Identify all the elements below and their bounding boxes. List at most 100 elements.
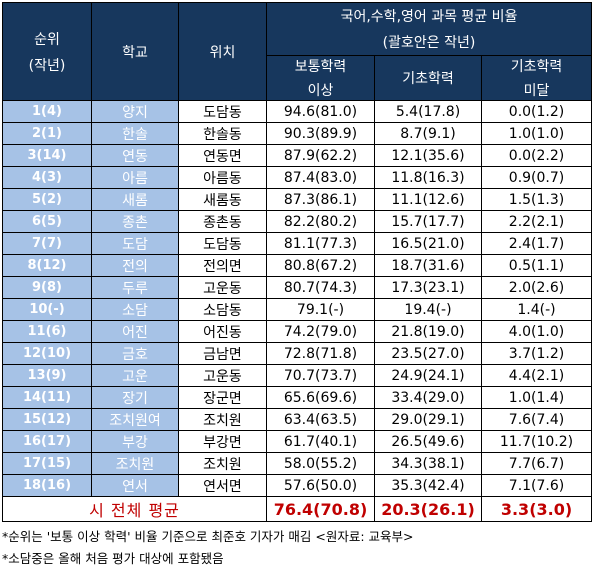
average-label: 시 전체 평균: [2, 496, 267, 522]
rank-cell: 16(17): [2, 430, 92, 453]
average-normal: 76.4(70.8): [266, 496, 375, 522]
school-cell: 연서: [91, 474, 179, 497]
rank-cell: 5(2): [2, 188, 92, 211]
table-row: 6(5) 종촌 종촌동 82.2(80.2) 15.7(17.7) 2.2(2.1): [2, 210, 593, 233]
location-header: 위치: [178, 2, 267, 101]
subject-group-subheader: (괄호안은 작년): [265, 29, 593, 56]
footnotes: *순위는 '보통 이상 학력' 비율 기준으로 최준호 기자가 매김 <원자료:…: [2, 526, 591, 570]
rank-cell: 13(9): [2, 364, 92, 387]
school-cell: 어진: [91, 320, 179, 343]
normal-level-cell: 87.4(83.0): [266, 166, 375, 189]
rank-header: 순위 (작년): [2, 2, 92, 101]
below-basic-cell: 4.4(2.1): [480, 364, 593, 387]
basic-level-cell: 23.5(27.0): [374, 342, 482, 365]
subject-group-header: 국어,수학,영어 과목 평균 비율: [265, 2, 593, 29]
below-basic-cell: 7.1(7.6): [480, 474, 593, 497]
below-basic-cell: 7.7(6.7): [480, 452, 593, 475]
table-row: 10(-) 소담 소담동 79.1(-) 19.4(-) 1.4(-): [2, 298, 593, 321]
rank-cell: 12(10): [2, 342, 92, 365]
rank-cell: 3(14): [2, 144, 92, 167]
table-row: 9(8) 두루 고운동 80.7(74.3) 17.3(23.1) 2.0(2.6): [2, 276, 593, 299]
below-basic-cell: 4.0(1.0): [480, 320, 593, 343]
school-cell: 장기: [91, 386, 179, 409]
school-cell: 조치원: [91, 452, 179, 475]
normal-level-header: 보통학력 이상: [266, 55, 375, 101]
school-cell: 전의: [91, 254, 179, 277]
table-row: 3(14) 연동 연동면 87.9(62.2) 12.1(35.6) 0.0(2.2): [2, 144, 593, 167]
school-cell: 조치원여: [91, 408, 179, 431]
location-cell: 어진동: [178, 320, 267, 343]
school-cell: 종촌: [91, 210, 179, 233]
normal-level-label: 보통학력: [294, 59, 347, 75]
normal-level-cell: 65.6(69.6): [266, 386, 375, 409]
below-basic-cell: 1.4(-): [480, 298, 593, 321]
normal-level-cell: 79.1(-): [266, 298, 375, 321]
rank-cell: 10(-): [2, 298, 92, 321]
table-row: 7(7) 도담 도담동 81.1(77.3) 16.5(21.0) 2.4(1.7): [2, 232, 593, 255]
rank-cell: 8(12): [2, 254, 92, 277]
normal-level-cell: 63.4(63.5): [266, 408, 375, 431]
average-row: 시 전체 평균 76.4(70.8) 20.3(26.1) 3.3(3.0): [2, 496, 593, 522]
school-results-table: 순위 (작년) 학교 위치 국어,수학,영어 과목 평균 비율 (괄호안은 작년…: [2, 2, 593, 522]
location-cell: 조치원: [178, 408, 267, 431]
basic-level-cell: 26.5(49.6): [374, 430, 482, 453]
school-cell: 두루: [91, 276, 179, 299]
rank-cell: 14(11): [2, 386, 92, 409]
school-cell: 금호: [91, 342, 179, 365]
below-basic-cell: 1.5(1.3): [480, 188, 593, 211]
location-cell: 연서면: [178, 474, 267, 497]
below-basic-header: 기초학력 미달: [480, 55, 593, 101]
normal-level-cell: 87.3(86.1): [266, 188, 375, 211]
table-row: 4(3) 아름 아름동 87.4(83.0) 11.8(16.3) 0.9(0.7): [2, 166, 593, 189]
table-footer: 시 전체 평균 76.4(70.8) 20.3(26.1) 3.3(3.0): [2, 496, 593, 522]
rank-cell: 15(12): [2, 408, 92, 431]
table-body: 1(4) 양지 도담동 94.6(81.0) 5.4(17.8) 0.0(1.2) 2(1)…: [2, 100, 593, 497]
rank-cell: 7(7): [2, 232, 92, 255]
below-basic-label: 기초학력: [510, 59, 563, 75]
normal-level-cell: 70.7(73.7): [266, 364, 375, 387]
location-cell: 종촌동: [178, 210, 267, 233]
basic-level-cell: 8.7(9.1): [374, 122, 482, 145]
below-basic-sub: 미달: [523, 83, 550, 99]
below-basic-cell: 0.0(1.2): [480, 100, 593, 123]
below-basic-cell: 1.0(1.4): [480, 386, 593, 409]
below-basic-cell: 2.0(2.6): [480, 276, 593, 299]
location-cell: 고운동: [178, 364, 267, 387]
table-row: 15(12) 조치원여 조치원 63.4(63.5) 29.0(29.1) 7.6(7.4…: [2, 408, 593, 431]
location-cell: 새롬동: [178, 188, 267, 211]
location-cell: 도담동: [178, 100, 267, 123]
below-basic-cell: 0.5(1.1): [480, 254, 593, 277]
normal-level-cell: 74.2(79.0): [266, 320, 375, 343]
normal-level-cell: 80.7(74.3): [266, 276, 375, 299]
location-cell: 도담동: [178, 232, 267, 255]
basic-level-cell: 19.4(-): [374, 298, 482, 321]
school-cell: 도담: [91, 232, 179, 255]
rank-cell: 6(5): [2, 210, 92, 233]
rank-cell: 1(4): [2, 100, 92, 123]
basic-level-cell: 33.4(29.0): [374, 386, 482, 409]
table-row: 17(15) 조치원 조치원 58.0(55.2) 34.3(38.1) 7.7(6.7): [2, 452, 593, 475]
school-cell: 새롬: [91, 188, 179, 211]
location-cell: 소담동: [178, 298, 267, 321]
average-below: 3.3(3.0): [480, 496, 593, 522]
normal-level-cell: 94.6(81.0): [266, 100, 375, 123]
location-cell: 조치원: [178, 452, 267, 475]
normal-level-cell: 58.0(55.2): [266, 452, 375, 475]
school-cell: 아름: [91, 166, 179, 189]
below-basic-cell: 0.9(0.7): [480, 166, 593, 189]
school-cell: 부강: [91, 430, 179, 453]
average-basic: 20.3(26.1): [374, 496, 482, 522]
school-header: 학교: [91, 2, 179, 101]
normal-level-sub: 이상: [307, 83, 334, 99]
rank-cell: 9(8): [2, 276, 92, 299]
basic-level-cell: 16.5(21.0): [374, 232, 482, 255]
table-row: 13(9) 고운 고운동 70.7(73.7) 24.9(24.1) 4.4(2.1): [2, 364, 593, 387]
basic-level-cell: 29.0(29.1): [374, 408, 482, 431]
rank-cell: 2(1): [2, 122, 92, 145]
location-cell: 한솔동: [178, 122, 267, 145]
table-row: 11(6) 어진 어진동 74.2(79.0) 21.8(19.0) 4.0(1.0): [2, 320, 593, 343]
location-cell: 부강면: [178, 430, 267, 453]
normal-level-cell: 90.3(89.9): [266, 122, 375, 145]
basic-level-cell: 5.4(17.8): [374, 100, 482, 123]
rank-cell: 4(3): [2, 166, 92, 189]
